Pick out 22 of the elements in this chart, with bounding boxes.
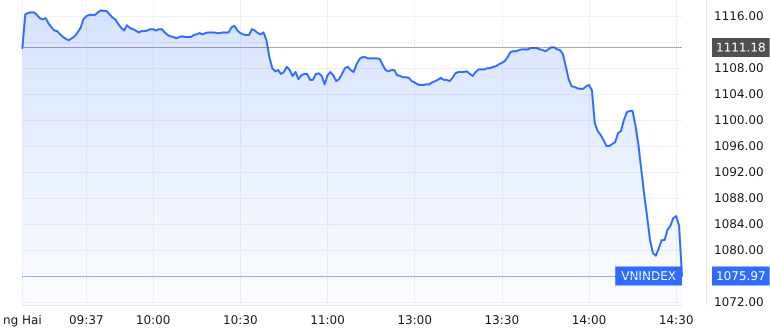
x-tick-label: 14:00 [572, 313, 606, 327]
y-tick-label: 1104.00 [714, 87, 764, 102]
y-tick-label: 1084.00 [714, 216, 764, 231]
y-tick-label: 1100.00 [714, 113, 764, 128]
ref-line-label: 1075.97 [716, 268, 766, 283]
ref-line-label: 1111.18 [716, 40, 766, 54]
x-tick-label: 10:00 [136, 313, 170, 327]
x-tick-label: 10:30 [223, 313, 258, 327]
y-tick-label: 1108.00 [714, 61, 764, 76]
x-tick-label: 14:30 [658, 313, 694, 327]
y-tick-label: 1092.00 [714, 164, 764, 179]
y-tick-label: 1096.00 [714, 139, 764, 154]
y-tick-label: 1072.00 [714, 294, 764, 309]
y-tick-label: 1088.00 [714, 190, 764, 205]
y-tick-label: 1080.00 [714, 242, 764, 257]
x-tick-label: 11:00 [310, 313, 345, 327]
x-tick-label: 13:00 [397, 313, 432, 327]
x-tick-label: ng Hai [3, 313, 42, 327]
series-label: VNINDEX [621, 268, 676, 283]
y-tick-label: 1116.00 [714, 9, 764, 24]
x-tick-label: 13:30 [484, 313, 520, 327]
x-tick-label: 09:37 [69, 313, 104, 327]
